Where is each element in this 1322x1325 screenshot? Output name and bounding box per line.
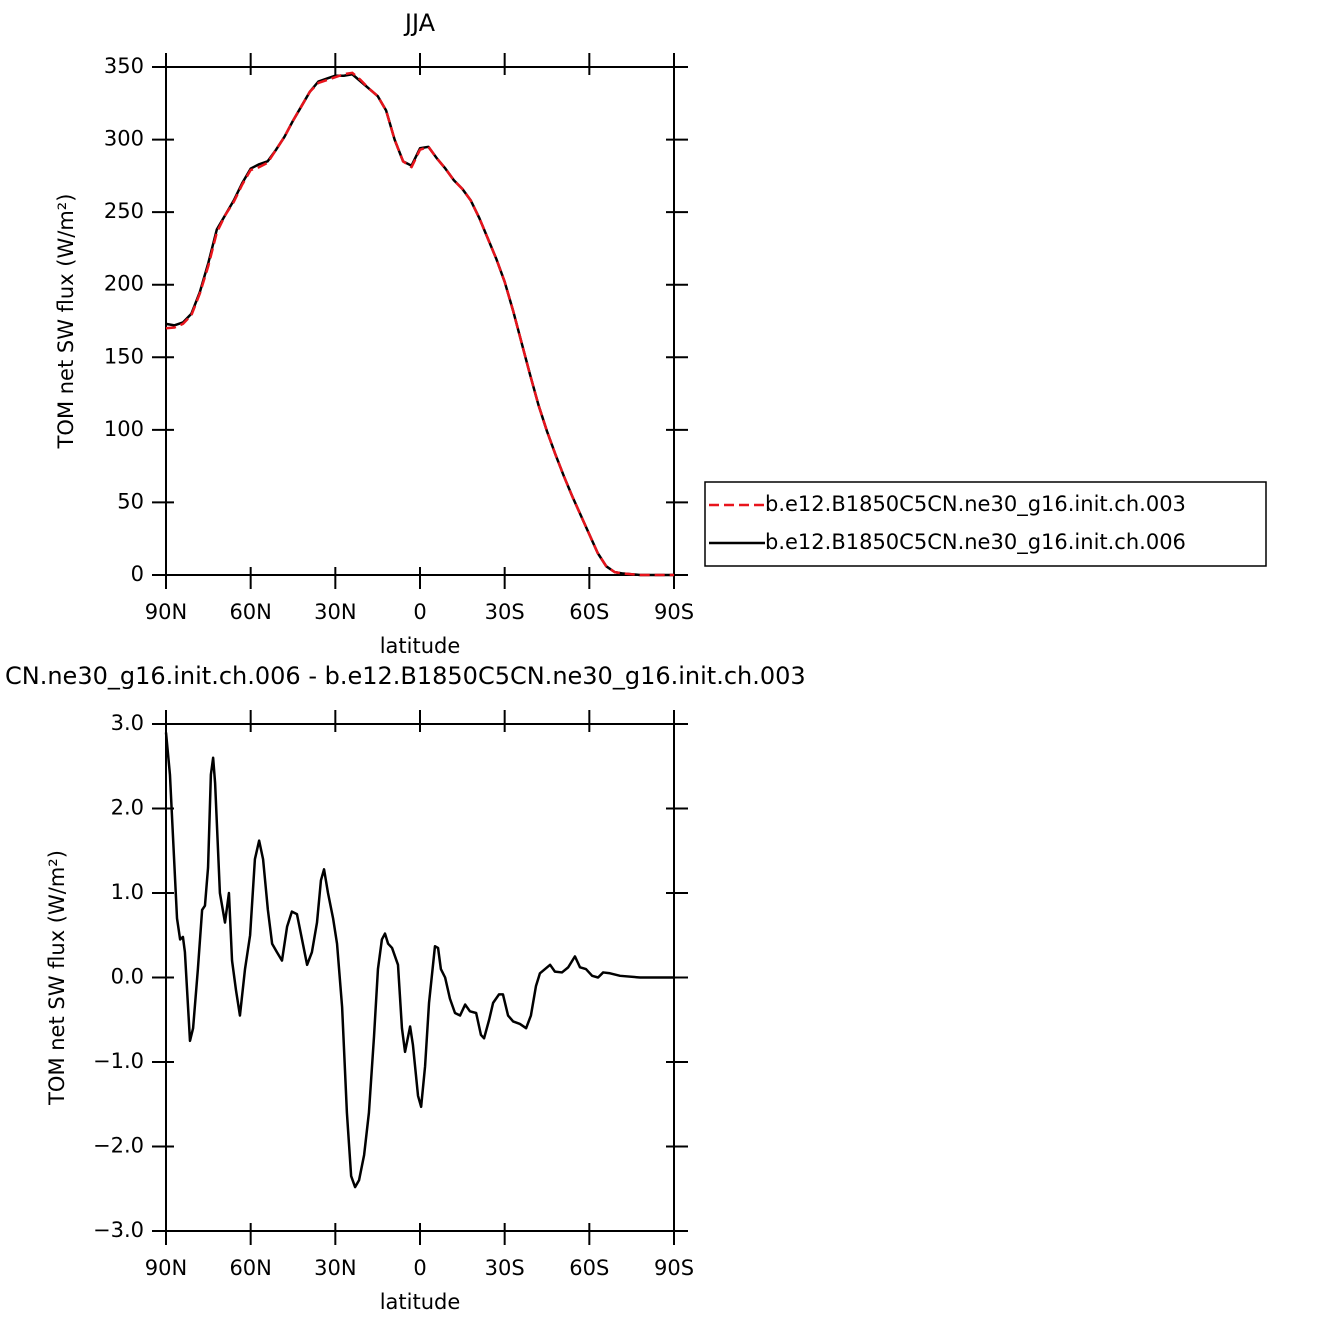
data-line	[164, 732, 674, 1189]
x-tick-label: 30S	[485, 600, 525, 624]
chart-title: JJA	[403, 9, 436, 37]
x-axis-label: latitude	[380, 634, 461, 658]
y-tick-label: 300	[104, 127, 144, 151]
x-tick-label: 60S	[569, 1256, 609, 1280]
y-tick-label: 150	[104, 344, 144, 368]
x-tick-label: 60N	[229, 600, 271, 624]
legend-box	[704, 481, 1267, 567]
x-tick-label: 90S	[654, 600, 694, 624]
y-tick-label: 0.0	[111, 965, 144, 989]
x-tick-label: 60S	[569, 600, 609, 624]
y-tick-label: 350	[104, 54, 144, 78]
y-tick-label: 1.0	[111, 880, 144, 904]
plot-frame	[165, 66, 675, 576]
y-tick-label: 50	[117, 489, 144, 513]
y-axis-label: TOM net SW flux (W/m²)	[45, 850, 69, 1106]
y-tick-label: 200	[104, 272, 144, 296]
y-tick-label: −1.0	[93, 1049, 144, 1073]
y-tick-label: 0	[131, 562, 144, 586]
y-axis-label: TOM net SW flux (W/m²)	[54, 194, 78, 450]
y-tick-label: 2.0	[111, 796, 144, 820]
x-tick-label: 30S	[485, 1256, 525, 1280]
y-tick-label: 3.0	[111, 711, 144, 735]
data-line	[165, 71, 674, 577]
y-tick-label: −3.0	[93, 1218, 144, 1242]
legend-label: b.e12.B1850C5CN.ne30_g16.init.ch.003	[765, 492, 1186, 517]
x-tick-label: 60N	[229, 1256, 271, 1280]
legend-label: b.e12.B1850C5CN.ne30_g16.init.ch.006	[765, 530, 1186, 555]
x-axis-label: latitude	[380, 1290, 461, 1314]
chart-title: CN.ne30_g16.init.ch.006 - b.e12.B1850C5C…	[5, 662, 806, 690]
x-tick-label: 30N	[314, 1256, 356, 1280]
x-tick-label: 0	[413, 1256, 426, 1280]
x-tick-label: 90S	[654, 1256, 694, 1280]
x-tick-label: 90N	[145, 1256, 187, 1280]
y-tick-label: −2.0	[93, 1134, 144, 1158]
x-tick-label: 90N	[145, 600, 187, 624]
y-tick-label: 100	[104, 417, 144, 441]
x-tick-label: 30N	[314, 600, 356, 624]
y-tick-label: 250	[104, 199, 144, 223]
x-tick-label: 0	[413, 600, 426, 624]
